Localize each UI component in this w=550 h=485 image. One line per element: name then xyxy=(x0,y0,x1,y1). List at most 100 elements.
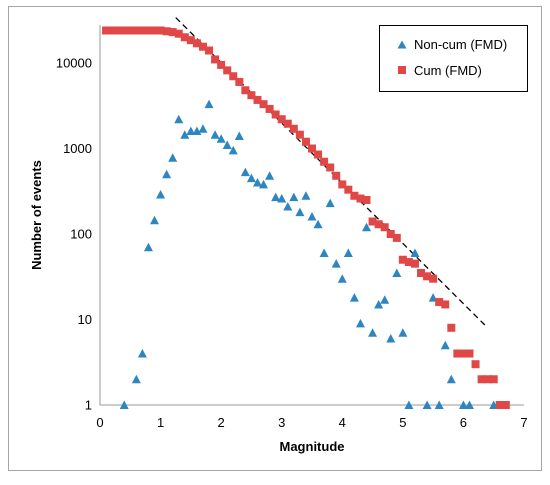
non-cum-point xyxy=(210,130,220,139)
y-tick-label: 10 xyxy=(78,312,92,327)
non-cum-point xyxy=(404,400,414,409)
cum-point xyxy=(102,26,111,35)
x-tick-label: 4 xyxy=(339,415,346,430)
non-cum-point xyxy=(143,242,153,252)
non-cum-point xyxy=(186,126,196,136)
cum-point xyxy=(229,72,238,81)
cum-point xyxy=(223,66,232,75)
non-cum-point xyxy=(277,194,287,203)
non-cum-point xyxy=(156,189,166,199)
non-cum-point xyxy=(464,400,474,409)
non-cum-point xyxy=(325,198,335,208)
non-cum-point xyxy=(222,140,232,149)
cum-point xyxy=(271,110,280,119)
y-tick-label: 100 xyxy=(70,227,92,242)
cum-point xyxy=(471,360,480,369)
y-tick-label: 10000 xyxy=(56,56,92,71)
cum-point xyxy=(398,255,407,264)
non-cum-point xyxy=(380,295,390,304)
non-cum-point xyxy=(319,248,329,257)
cum-point xyxy=(120,26,129,35)
cum-point xyxy=(314,150,323,159)
cum-point xyxy=(138,26,147,35)
x-tick-label: 0 xyxy=(96,415,103,430)
non-cum-point xyxy=(119,400,129,409)
non-cum-point xyxy=(398,328,408,337)
cum-point xyxy=(441,300,450,309)
cum-point xyxy=(198,42,207,51)
cum-point xyxy=(235,77,244,86)
cum-point xyxy=(435,298,444,307)
non-cum-point xyxy=(192,126,202,136)
cum-point xyxy=(326,163,335,172)
cum-point xyxy=(362,195,371,204)
cum-point xyxy=(350,191,359,200)
cum-point xyxy=(277,115,286,124)
cum-point xyxy=(144,26,153,35)
cum-point xyxy=(301,137,310,146)
non-cum-point xyxy=(259,179,269,189)
cum-point xyxy=(410,259,419,268)
non-cum-point xyxy=(331,259,341,268)
non-cum-point xyxy=(283,201,293,211)
non-cum-point xyxy=(349,293,359,302)
non-cum-point xyxy=(289,192,299,202)
non-cum-point xyxy=(198,124,208,133)
cum-point xyxy=(417,268,426,277)
cum-point xyxy=(211,55,220,64)
non-cum-point xyxy=(137,349,147,358)
series-cum xyxy=(102,26,510,409)
non-cum-point xyxy=(440,340,450,350)
non-cum-point xyxy=(162,169,172,179)
cum-point xyxy=(338,180,347,189)
cum-point xyxy=(459,349,468,358)
cum-point xyxy=(489,375,498,384)
cum-point xyxy=(386,230,395,238)
cum-point xyxy=(217,60,226,69)
cum-point xyxy=(162,27,171,36)
non-cum-point xyxy=(228,145,238,155)
cum-point xyxy=(289,124,298,133)
non-cum-point xyxy=(355,318,365,328)
cum-point xyxy=(320,157,329,166)
cum-point xyxy=(241,86,250,95)
x-tick-labels: 0 1 2 3 4 5 6 7 xyxy=(96,415,527,430)
cum-point xyxy=(404,258,413,267)
cum-point xyxy=(283,119,292,128)
cum-point xyxy=(186,36,195,45)
x-tick-label: 1 xyxy=(157,415,164,430)
cum-point xyxy=(423,272,432,281)
non-cum-point xyxy=(362,222,372,232)
non-cum-point xyxy=(204,99,214,109)
cum-point xyxy=(259,100,268,109)
x-axis-title: Magnitude xyxy=(280,439,345,454)
non-cum-point xyxy=(368,328,378,337)
non-cum-point xyxy=(458,400,468,409)
non-cum-point xyxy=(180,130,190,139)
cum-point xyxy=(380,223,389,232)
x-tick-label: 6 xyxy=(460,415,467,430)
non-cum-point xyxy=(246,173,256,183)
x-tick-label: 7 xyxy=(520,415,527,430)
legend-label-cum: Cum (FMD) xyxy=(414,63,482,78)
cum-point xyxy=(453,349,462,358)
non-cum-point xyxy=(422,400,432,409)
cum-point xyxy=(168,28,177,37)
non-cum-point xyxy=(434,400,444,409)
cum-point xyxy=(205,46,214,55)
legend-box xyxy=(379,25,528,92)
legend-label-non-cum: Non-cum (FMD) xyxy=(414,37,507,52)
cum-point xyxy=(465,349,474,358)
y-tick-label: 1000 xyxy=(63,141,92,156)
cum-point xyxy=(114,26,123,35)
non-cum-point xyxy=(131,374,141,384)
non-cum-point xyxy=(337,274,347,283)
cum-point xyxy=(429,274,438,283)
cum-point xyxy=(108,26,117,35)
non-cum-point xyxy=(216,134,226,143)
cum-point xyxy=(253,95,262,104)
non-cum-point xyxy=(386,333,396,343)
non-cum-point xyxy=(301,191,311,200)
cum-point xyxy=(374,220,383,229)
